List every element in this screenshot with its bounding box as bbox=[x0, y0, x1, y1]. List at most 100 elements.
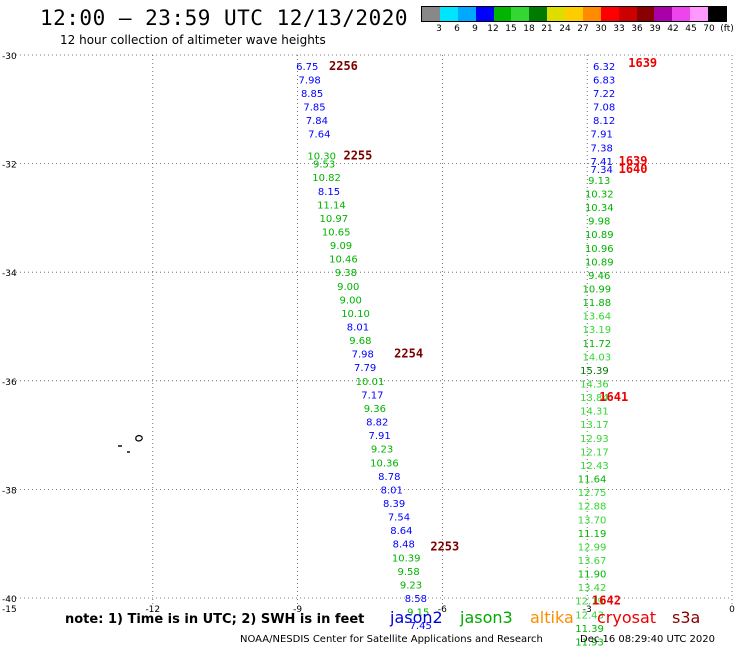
satellite-name-cryosat: cryosat bbox=[597, 608, 657, 627]
wave-height-value: 7.98 bbox=[299, 75, 321, 86]
altimeter-tracks: 6.75 7.98 8.85 7.85 7.84 7.64 10.309.53 10.82 8.… bbox=[296, 62, 615, 649]
pass-time-label: 1640 bbox=[619, 162, 648, 176]
wave-height-value: 12.17 bbox=[580, 447, 609, 458]
wave-height-value: 7.54 bbox=[388, 513, 410, 524]
wave-height-value: 9.00 bbox=[340, 295, 362, 306]
wave-height-value: 9.46 bbox=[588, 271, 610, 282]
map-axis-labels: -30-32-34-36-38-40-15 -12 -9 -6 -3 0 bbox=[2, 52, 735, 615]
legend-label: 3 bbox=[436, 24, 442, 34]
legend-label: 33 bbox=[613, 24, 625, 34]
wave-height-value: 8.85 bbox=[301, 89, 323, 100]
wave-height-value: 11.19 bbox=[578, 529, 607, 540]
legend-label: 18 bbox=[523, 24, 535, 34]
wave-height-value: 10.32 bbox=[585, 189, 614, 200]
wave-height-value: 7.45 bbox=[410, 621, 432, 632]
wave-height-value: 13.64 bbox=[583, 312, 612, 323]
wave-height-value: 11.88 bbox=[583, 298, 612, 309]
wave-height-value: 9.09 bbox=[330, 241, 352, 252]
legend-label: 24 bbox=[559, 24, 571, 34]
wave-height-value: 7.34 bbox=[591, 165, 613, 176]
wave-height-value: 12.43 bbox=[580, 461, 609, 472]
pass-time-label: 2256 bbox=[329, 59, 358, 73]
pass-time-label: 1642 bbox=[592, 594, 621, 608]
page-title: 12:00 – 23:59 UTC 12/13/2020 bbox=[40, 6, 409, 30]
wave-height-value: 10.65 bbox=[322, 227, 351, 238]
satellite-name-s3a: s3a bbox=[672, 608, 701, 627]
longitude-label: -12 bbox=[145, 605, 160, 615]
map-grid bbox=[8, 54, 733, 606]
wave-height-value: 10.89 bbox=[585, 230, 614, 241]
wave-height-value: 7.85 bbox=[303, 103, 325, 114]
legend-label: 30 bbox=[595, 24, 607, 34]
wave-height-value: 9.98 bbox=[588, 217, 610, 228]
wave-height-value: 13.17 bbox=[580, 420, 609, 431]
longitude-label: -9 bbox=[293, 605, 302, 615]
wave-height-value: 9.68 bbox=[349, 336, 371, 347]
legend-swatch bbox=[708, 7, 726, 21]
legend-label: (ft) bbox=[720, 24, 734, 34]
legend-label: 45 bbox=[685, 24, 697, 34]
longitude-label: 0 bbox=[729, 605, 735, 615]
pass-time-label: 1639 bbox=[628, 56, 657, 70]
wave-height-value: 9.58 bbox=[397, 567, 419, 578]
wave-height-value: 10.97 bbox=[319, 214, 348, 225]
latitude-label: -36 bbox=[2, 378, 17, 388]
legend-label: 21 bbox=[541, 24, 553, 34]
wave-height-value: 7.98 bbox=[352, 350, 374, 361]
wave-height-value: 11.39 bbox=[575, 624, 604, 635]
legend-label: 42 bbox=[667, 24, 679, 34]
wave-height-value: 7.91 bbox=[591, 130, 613, 141]
wave-height-value: 8.39 bbox=[383, 499, 405, 510]
wave-height-value: 12.93 bbox=[580, 434, 609, 445]
latitude-label: -34 bbox=[2, 269, 17, 279]
legend-swatch bbox=[547, 7, 565, 21]
legend-labels: 3 6 9 12 15 18 21 24 27 30 33 36 39 42 45 70 (ft) bbox=[421, 22, 734, 36]
wave-height-value: 8.01 bbox=[347, 323, 369, 334]
pass-time-label: 2254 bbox=[394, 347, 423, 361]
legend-label: 9 bbox=[472, 24, 478, 34]
legend-swatch bbox=[672, 7, 691, 21]
island-shape bbox=[135, 434, 143, 442]
wave-height-value: 7.17 bbox=[361, 390, 383, 401]
pass-time-label: 2253 bbox=[430, 539, 459, 553]
wave-height-value: 9.23 bbox=[371, 445, 393, 456]
wave-height-value: 13.84 bbox=[580, 393, 609, 404]
wave-height-value: 8.78 bbox=[378, 472, 400, 483]
wave-height-value: 9.15 bbox=[407, 608, 429, 619]
footnote: note: 1) Time is in UTC; 2) SWH is in fe… bbox=[65, 612, 365, 627]
legend-swatches bbox=[421, 6, 727, 22]
legend-swatch bbox=[493, 7, 512, 21]
satellite-name-jason2: jason2 bbox=[390, 608, 443, 627]
legend-swatch bbox=[422, 7, 440, 21]
wave-height-value: 10.34 bbox=[585, 203, 614, 214]
latitude-label: -32 bbox=[2, 161, 17, 171]
wave-height-value: 8.01 bbox=[381, 485, 403, 496]
wave-height-value: 6.83 bbox=[593, 75, 615, 86]
longitude-label: -6 bbox=[438, 605, 447, 615]
satellite-name-jason3: jason3 bbox=[460, 608, 513, 627]
legend-label: 36 bbox=[631, 24, 643, 34]
latitude-label: -40 bbox=[2, 595, 17, 605]
wave-height-value: 7.84 bbox=[306, 116, 328, 127]
wave-height-value: 7.08 bbox=[593, 103, 615, 114]
wave-height-value: 11.93 bbox=[575, 637, 604, 648]
wave-height-value: 9.36 bbox=[364, 404, 386, 415]
wave-height-value: 13.67 bbox=[578, 556, 607, 567]
pass-time-label: 2255 bbox=[343, 148, 372, 162]
legend-label: 12 bbox=[487, 24, 499, 34]
wave-height-value: 8.15 bbox=[318, 187, 340, 198]
legend-swatch bbox=[636, 7, 655, 21]
legend-swatch bbox=[565, 7, 583, 21]
wave-height-value: 11.14 bbox=[317, 200, 346, 211]
wave-height-value: 9.13 bbox=[588, 176, 610, 187]
legend-swatch bbox=[529, 7, 548, 21]
wave-height-value: 10.30 bbox=[307, 151, 336, 162]
color-scale-legend: 3 6 9 12 15 18 21 24 27 30 33 36 39 42 45 70 (ft) bbox=[421, 6, 734, 36]
legend-swatch bbox=[582, 7, 601, 21]
wave-height-value: 13.19 bbox=[583, 325, 612, 336]
wave-height-value: 12.75 bbox=[578, 488, 607, 499]
legend-label: 15 bbox=[505, 24, 517, 34]
credit-line: NOAA/NESDIS Center for Satellite Applica… bbox=[240, 634, 543, 645]
